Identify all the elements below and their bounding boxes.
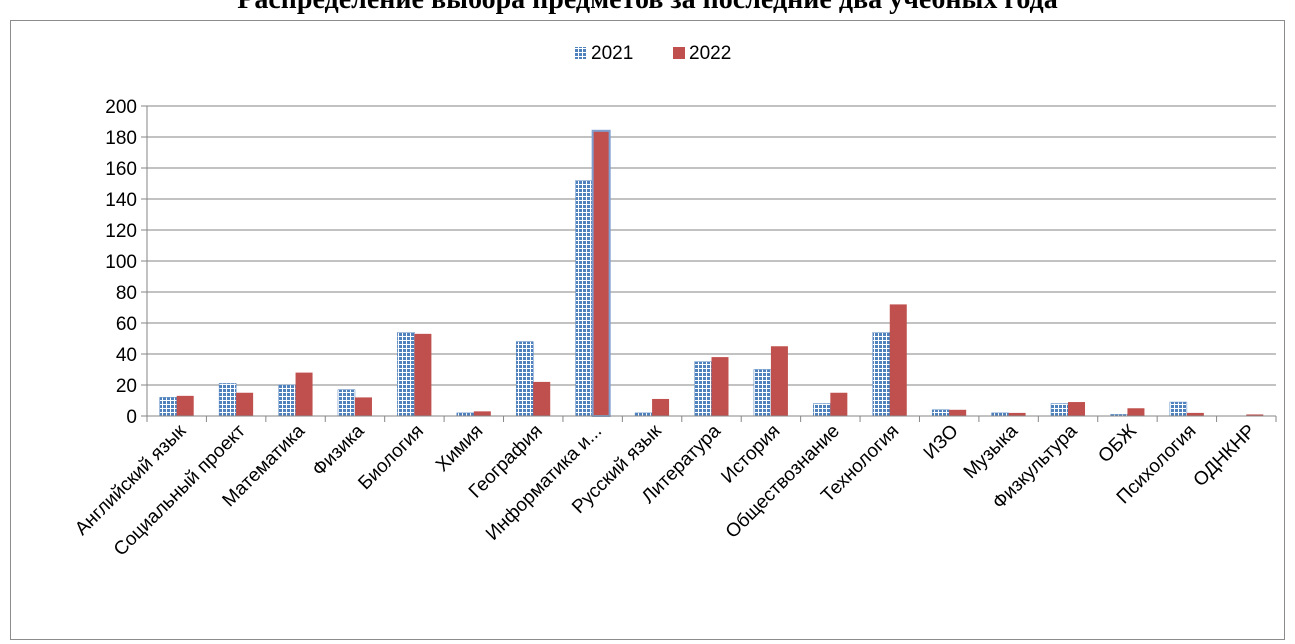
bar-2021-2 (278, 384, 296, 417)
bar-2022-2 (295, 372, 313, 416)
bar-2021-1 (218, 383, 237, 417)
bar-2022-6 (533, 381, 551, 416)
y-tick-label: 0 (126, 407, 137, 428)
y-tick-label: 200 (105, 97, 137, 118)
bar-2022-1 (236, 392, 254, 416)
bar-2022-7 (591, 129, 611, 418)
legend-swatch-2022 (673, 47, 685, 59)
bar-2021-17 (1169, 401, 1188, 417)
bar-2021-0 (159, 397, 177, 417)
legend: 2021 2022 (575, 43, 731, 64)
x-tick-label: Английский язык (71, 420, 190, 539)
bar-2022-17 (1186, 412, 1204, 416)
x-tick-label: Обществознание (722, 421, 844, 543)
x-tick-label: Физика (309, 420, 369, 480)
bar-2021-7 (575, 180, 593, 417)
y-tick-label: 80 (116, 283, 137, 304)
y-tick-labels: 0 20 40 60 80 100 120 140 160 180 200 (105, 97, 137, 428)
y-tick-label: 100 (105, 252, 137, 273)
y-tick-label: 120 (105, 221, 137, 242)
bar-2021-15 (1050, 403, 1069, 417)
page-title: Распределение выбора предметов за послед… (0, 0, 1295, 16)
x-tick-label: ОДНКНР (1190, 421, 1260, 491)
bar-2022-15 (1068, 402, 1086, 416)
legend-label-2022: 2022 (689, 43, 731, 64)
bar-2021-11 (813, 403, 831, 417)
bar-2022-11 (830, 392, 848, 416)
bar-2022-9 (711, 357, 729, 416)
bar-2022-5 (473, 411, 491, 416)
bar-2022-4 (414, 333, 432, 416)
x-tick-label: Биология (354, 421, 427, 494)
bar-chart: 0 20 40 60 80 100 120 140 160 180 200 Английский я… (71, 43, 1277, 560)
x-tick-label: Химия (432, 421, 487, 476)
bars (159, 129, 1264, 418)
y-tick-label: 140 (105, 190, 137, 211)
y-tick-label: 60 (116, 314, 137, 335)
gridlines (141, 105, 1276, 417)
x-tick-label: ОБЖ (1094, 420, 1141, 467)
bar-2022-16 (1127, 408, 1145, 416)
bar-2022-12 (889, 304, 907, 416)
bar-2021-13 (931, 409, 950, 417)
x-tick-label: ИЗО (920, 421, 963, 464)
bar-2021-3 (337, 389, 356, 417)
chart-frame: 0 20 40 60 80 100 120 140 160 180 200 Английский я… (10, 20, 1285, 640)
bar-2022-18 (1246, 414, 1264, 416)
bar-2022-0 (176, 395, 194, 416)
bar-2021-9 (694, 361, 712, 417)
bar-2022-10 (770, 346, 788, 416)
y-tick-label: 180 (105, 128, 137, 149)
axes (146, 106, 1277, 422)
bar-2021-4 (397, 332, 415, 417)
bar-2022-13 (949, 409, 967, 416)
bar-2022-14 (1008, 412, 1026, 416)
bar-2021-10 (753, 369, 772, 417)
legend-label-2021: 2021 (591, 43, 633, 64)
bar-2022-3 (354, 397, 372, 416)
bar-2021-12 (872, 332, 891, 417)
bar-2021-6 (515, 341, 534, 417)
y-tick-label: 20 (116, 376, 137, 397)
y-tick-label: 160 (105, 159, 137, 180)
legend-swatch-2021 (575, 47, 587, 59)
bar-2022-8 (652, 398, 670, 416)
y-tick-label: 40 (116, 345, 137, 366)
